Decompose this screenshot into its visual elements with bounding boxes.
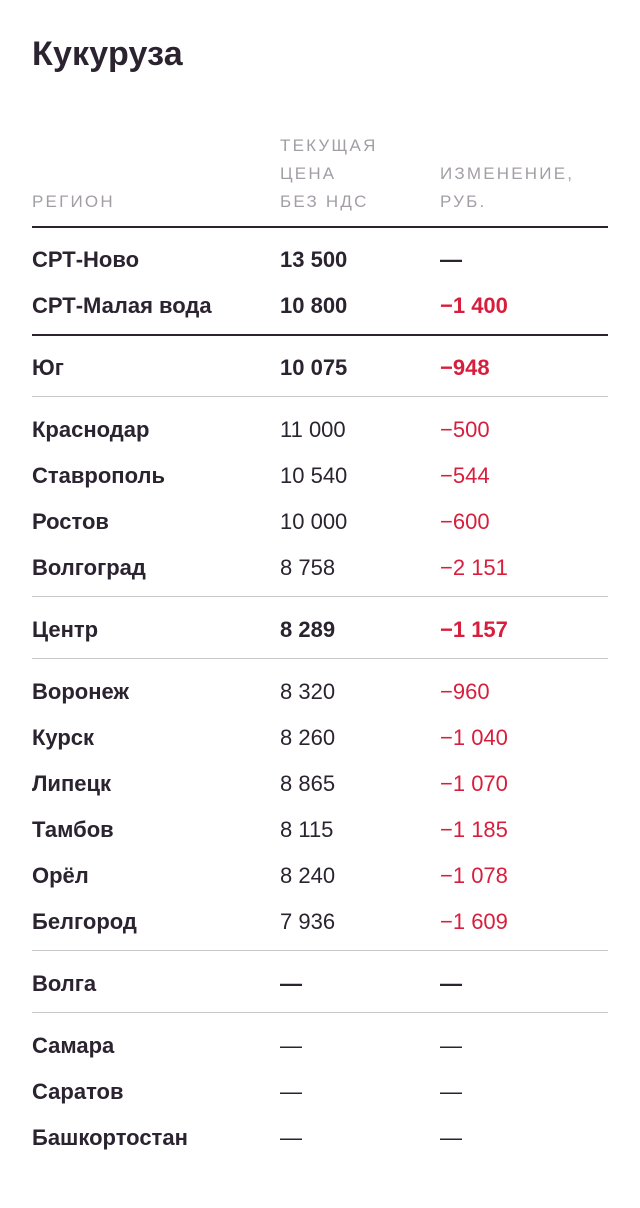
price-cell: 10 800 — [280, 293, 348, 318]
region-cell: Белгород — [32, 909, 137, 934]
price-cell: 8 240 — [280, 863, 336, 888]
change-cell: — — [440, 1033, 462, 1058]
price-cell: 8 260 — [280, 725, 336, 750]
table-row: Тамбов 8 115 −1 185 — [32, 807, 608, 853]
region-cell: Курск — [32, 725, 95, 750]
price-cell: 10 075 — [280, 355, 348, 380]
change-cell: — — [440, 1125, 462, 1150]
group-divider — [32, 334, 608, 336]
price-cell: 10 000 — [280, 509, 348, 534]
region-cell: Башкортостан — [32, 1125, 188, 1150]
region-cell: Краснодар — [32, 417, 150, 442]
price-cell: — — [280, 971, 302, 996]
price-cell: 8 758 — [280, 555, 336, 580]
row-divider — [32, 396, 608, 397]
table-row: Белгород 7 936 −1 609 — [32, 899, 608, 945]
change-cell: −500 — [440, 417, 490, 442]
change-cell: −1 078 — [440, 863, 508, 888]
change-cell: — — [440, 247, 462, 272]
region-cell: Самара — [32, 1033, 115, 1058]
table-row: СРТ-Ново 13 500 — — [32, 237, 608, 283]
table-row-group-total: Волга — — — [32, 961, 608, 1007]
region-cell: Ростов — [32, 509, 109, 534]
region-cell: СРТ-Малая вода — [32, 293, 212, 318]
region-cell: Юг — [32, 355, 64, 380]
table-row: Самара — — — [32, 1023, 608, 1069]
row-divider — [32, 658, 608, 659]
region-cell: Волгоград — [32, 555, 146, 580]
price-cell: 8 289 — [280, 617, 336, 642]
table-row: Башкортостан — — — [32, 1115, 608, 1161]
change-cell: −1 185 — [440, 817, 508, 842]
price-cell: 8 320 — [280, 679, 336, 704]
change-cell: −1 070 — [440, 771, 508, 796]
table-row: Ставрополь 10 540 −544 — [32, 453, 608, 499]
change-cell: −2 151 — [440, 555, 508, 580]
table-row: Курск 8 260 −1 040 — [32, 715, 608, 761]
table-row: СРТ-Малая вода 10 800 −1 400 — [32, 283, 608, 329]
region-cell: Орёл — [32, 863, 89, 888]
table-row-group-total: Юг 10 075 −948 — [32, 345, 608, 391]
region-cell: Воронеж — [32, 679, 130, 704]
price-cell: 8 865 — [280, 771, 336, 796]
table-row-group-total: Центр 8 289 −1 157 — [32, 607, 608, 653]
change-cell: — — [440, 1079, 462, 1104]
table-row: Краснодар 11 000 −500 — [32, 407, 608, 453]
table-row: Волгоград 8 758 −2 151 — [32, 545, 608, 591]
column-header-change: ИЗМЕНЕНИЕ, РУБ. — [440, 164, 575, 211]
region-cell: Липецк — [32, 771, 112, 796]
region-cell: Центр — [32, 617, 99, 642]
page-title: Кукуруза — [32, 35, 183, 73]
price-cell: 13 500 — [280, 247, 348, 272]
price-cell: — — [280, 1033, 302, 1058]
price-cell: 8 115 — [280, 817, 334, 842]
row-divider — [32, 596, 608, 597]
change-cell: −948 — [440, 355, 490, 380]
table-row: Ростов 10 000 −600 — [32, 499, 608, 545]
region-cell: Волга — [32, 971, 97, 996]
region-cell: Ставрополь — [32, 463, 165, 488]
column-header-price: ТЕКУЩАЯ ЦЕНА БЕЗ НДС — [280, 136, 378, 211]
header-divider — [32, 226, 608, 228]
price-cell: — — [280, 1125, 302, 1150]
change-cell: −544 — [440, 463, 490, 488]
row-divider — [32, 950, 608, 951]
change-cell: −960 — [440, 679, 490, 704]
column-header-region: РЕГИОН — [32, 192, 115, 211]
row-divider — [32, 1012, 608, 1013]
table-row: Орёл 8 240 −1 078 — [32, 853, 608, 899]
table-header: РЕГИОН ТЕКУЩАЯ ЦЕНА БЕЗ НДС ИЗМЕНЕНИЕ, Р… — [32, 120, 608, 216]
price-cell: — — [280, 1079, 302, 1104]
table-row: Саратов — — — [32, 1069, 608, 1115]
price-cell: 10 540 — [280, 463, 348, 488]
change-cell: — — [440, 971, 462, 996]
region-cell: СРТ-Ново — [32, 247, 140, 272]
region-cell: Тамбов — [32, 817, 114, 842]
price-cell: 11 000 — [280, 417, 346, 442]
change-cell: −1 609 — [440, 909, 508, 934]
region-cell: Саратов — [32, 1079, 124, 1104]
change-cell: −1 400 — [440, 293, 508, 318]
change-cell: −1 040 — [440, 725, 508, 750]
table-row: Воронеж 8 320 −960 — [32, 669, 608, 715]
price-cell: 7 936 — [280, 909, 336, 934]
table-row: Липецк 8 865 −1 070 — [32, 761, 608, 807]
change-cell: −1 157 — [440, 617, 508, 642]
change-cell: −600 — [440, 509, 490, 534]
